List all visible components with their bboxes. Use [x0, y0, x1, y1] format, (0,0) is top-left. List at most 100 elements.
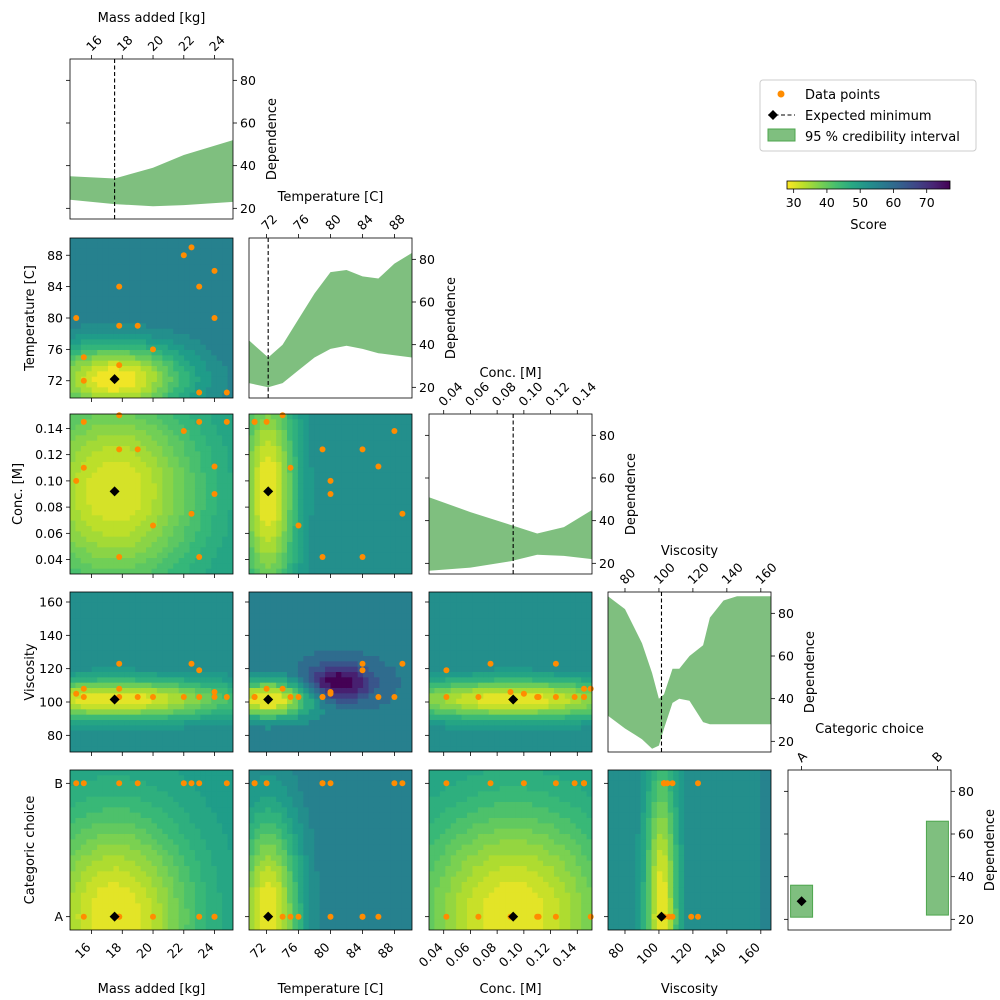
heatmap-cell: [406, 677, 412, 684]
heatmap-cell: [357, 656, 364, 662]
heatmap-cell: [216, 334, 223, 340]
heatmap-cell: [216, 709, 223, 716]
heatmap-cell: [167, 504, 174, 511]
heatmap-cell: [357, 542, 364, 548]
heatmap-cell: [91, 344, 98, 351]
heatmap-cell: [368, 693, 375, 700]
heatmap-cell: [325, 709, 332, 716]
heatmap-cell: [97, 318, 104, 324]
heatmap-cell: [259, 730, 266, 737]
heatmap-cell: [91, 672, 98, 678]
heatmap-cell: [167, 746, 174, 752]
heatmap-cell: [346, 515, 353, 522]
heatmap-cell: [227, 392, 233, 398]
heatmap-cell: [80, 280, 87, 287]
heatmap-cell: [222, 568, 229, 574]
heatmap-cell: [102, 499, 109, 506]
heatmap-cell: [118, 259, 125, 266]
heatmap-cell: [227, 741, 233, 748]
heatmap-cell: [102, 248, 109, 255]
heatmap-cell: [249, 730, 256, 737]
heatmap-cell: [200, 629, 207, 636]
data-point: [359, 660, 366, 667]
heatmap-cell: [222, 435, 229, 442]
heatmap-cell: [200, 451, 207, 458]
heatmap-cell: [205, 323, 212, 330]
heatmap-cell: [97, 704, 104, 710]
heatmap-cell: [346, 456, 353, 463]
heatmap-cell: [406, 536, 412, 543]
heatmap-cell: [373, 608, 380, 614]
heatmap-cell: [80, 440, 87, 447]
heatmap-cell: [352, 656, 359, 662]
heatmap-cell: [406, 661, 412, 668]
heatmap-cell: [297, 520, 304, 527]
heatmap-cell: [146, 629, 153, 636]
heatmap-cell: [368, 656, 375, 662]
heatmap-cell: [70, 488, 77, 495]
heatmap-cell: [108, 624, 115, 630]
heatmap-cell: [352, 634, 359, 641]
heatmap-cell: [86, 334, 93, 340]
heatmap-cell: [395, 419, 402, 426]
heatmap-cell: [118, 709, 125, 716]
heatmap-cell: [129, 494, 136, 500]
heatmap-cell: [270, 440, 277, 447]
heatmap-cell: [173, 672, 180, 678]
heatmap-cell: [86, 592, 93, 598]
heatmap-cell: [140, 618, 147, 625]
heatmap-cell: [108, 254, 115, 260]
heatmap-cell: [319, 568, 326, 574]
heatmap-cell: [281, 488, 288, 495]
heatmap-cell: [86, 602, 93, 609]
heatmap-cell: [314, 661, 321, 668]
data-point: [116, 322, 123, 329]
heatmap-cell: [113, 725, 120, 732]
heatmap-cell: [406, 494, 412, 500]
heatmap-cell: [189, 414, 196, 420]
heatmap-cell: [140, 520, 147, 527]
heatmap-cell: [140, 376, 147, 383]
heatmap-cell: [167, 334, 174, 340]
heatmap-cell: [75, 499, 82, 506]
heatmap-cell: [205, 677, 212, 684]
heatmap-cell: [129, 698, 136, 705]
heatmap-cell: [118, 666, 125, 673]
heatmap-cell: [373, 640, 380, 646]
heatmap-cell: [439, 666, 446, 673]
heatmap-cell: [97, 510, 104, 516]
heatmap-cell: [254, 483, 261, 490]
heatmap-cell: [461, 730, 468, 737]
heatmap-cell: [335, 472, 342, 479]
heatmap-cell: [472, 592, 479, 598]
heatmap-cell: [379, 488, 386, 495]
data-point: [391, 694, 398, 700]
heatmap-cell: [325, 526, 332, 532]
heatmap-cell: [472, 688, 479, 694]
heatmap-cell: [91, 483, 98, 490]
heatmap-cell: [406, 709, 412, 716]
heatmap-cell: [222, 248, 229, 255]
heatmap-cell: [346, 531, 353, 538]
heatmap-cell: [91, 446, 98, 452]
heatmap-cell: [373, 597, 380, 604]
heatmap-cell: [384, 451, 391, 458]
heatmap-cell: [270, 499, 277, 506]
heatmap-cell: [156, 280, 163, 287]
heatmap-cell: [113, 243, 120, 250]
heatmap-cell: [259, 672, 266, 678]
heatmap-cell: [379, 661, 386, 668]
heatmap-cell: [91, 542, 98, 548]
heatmap-cell: [373, 682, 380, 689]
heatmap-cell: [113, 382, 120, 388]
heatmap-cell: [118, 526, 125, 532]
heatmap-cell: [184, 494, 191, 500]
heatmap-cell: [406, 504, 412, 511]
heatmap-cell: [276, 602, 283, 609]
heatmap-cell: [265, 478, 272, 484]
heatmap-cell: [108, 440, 115, 447]
heatmap-cell: [227, 730, 233, 737]
heatmap-cell: [265, 414, 272, 420]
heatmap-cell: [373, 618, 380, 625]
heatmap-cell: [91, 414, 98, 420]
